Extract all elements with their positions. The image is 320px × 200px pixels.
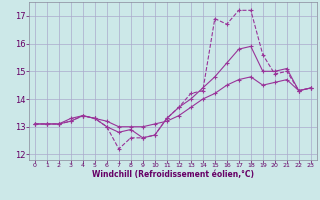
- X-axis label: Windchill (Refroidissement éolien,°C): Windchill (Refroidissement éolien,°C): [92, 170, 254, 179]
